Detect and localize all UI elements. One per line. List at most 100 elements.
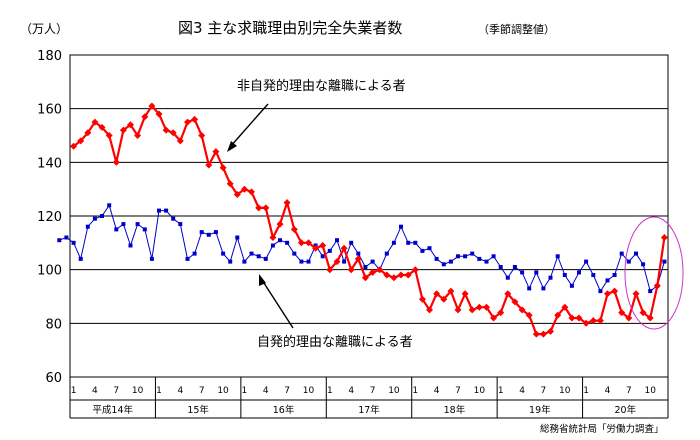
y-tick-label: 180 <box>37 49 62 64</box>
annotation-involuntary-arrow <box>229 103 269 148</box>
x-tick-label: 1 <box>242 386 248 396</box>
data-point-voluntary <box>484 259 489 264</box>
data-point-voluntary <box>477 256 482 261</box>
data-point-voluntary <box>527 286 532 291</box>
data-point-involuntary <box>376 266 384 274</box>
y-tick-label: 160 <box>37 103 62 118</box>
x-tick-label: 1 <box>412 386 418 396</box>
x-tick-label: 7 <box>370 386 376 396</box>
data-point-involuntary <box>554 311 562 319</box>
highlight-circle <box>624 216 684 330</box>
data-point-voluntary <box>448 259 453 264</box>
data-point-voluntary <box>441 262 446 267</box>
data-point-involuntary <box>611 287 619 295</box>
data-point-voluntary <box>662 259 667 264</box>
source-note: 総務省統計局「労働力調査」 <box>540 423 664 435</box>
data-point-voluntary <box>327 248 332 253</box>
data-point-involuntary <box>397 271 405 279</box>
data-point-voluntary <box>427 246 432 251</box>
chart-subtitle: （季節調整値） <box>478 22 555 36</box>
data-point-involuntary <box>70 142 78 150</box>
x-tick-label: 7 <box>113 386 119 396</box>
data-point-voluntary <box>470 251 475 256</box>
data-point-involuntary <box>532 330 540 338</box>
year-label: 18年 <box>444 404 466 416</box>
y-tick-label: 100 <box>37 264 62 279</box>
data-point-involuntary <box>312 244 320 252</box>
x-tick-label: 10 <box>559 386 571 396</box>
data-point-voluntary <box>591 273 596 277</box>
data-point-involuntary <box>290 225 298 233</box>
x-axis: 1 4 7 10 1 4 7 10 1 4 7 10 1 4 7 10 1 4 7 10 1 4 7 10 1 4 7 10 平成14年… <box>69 377 669 419</box>
data-point-involuntary <box>383 271 391 279</box>
annotation-voluntary-text: 自発的理由な離職による者 <box>257 334 413 350</box>
year-label: 20年 <box>614 404 636 416</box>
y-tick-label: 60 <box>45 371 62 386</box>
y-axis-ticks: 60 80 100 120 140 160 180 <box>37 49 62 386</box>
data-point-voluntary <box>498 265 503 269</box>
data-point-voluntary <box>370 259 375 264</box>
data-point-voluntary <box>562 273 567 277</box>
x-tick-label: 1 <box>498 386 504 396</box>
annotation-involuntary-arrowhead <box>227 141 237 152</box>
data-point-voluntary <box>391 240 396 245</box>
data-point-involuntary <box>354 255 362 263</box>
data-point-involuntary <box>404 271 412 279</box>
data-point-involuntary <box>347 266 355 274</box>
x-tick-label: 10 <box>303 386 315 396</box>
data-point-voluntary <box>456 254 460 259</box>
data-point-voluntary <box>278 238 282 243</box>
annotation-involuntary: 非自発的理由な離職による者 <box>227 78 406 152</box>
data-point-voluntary <box>641 262 646 267</box>
data-point-involuntary <box>262 204 270 212</box>
data-point-involuntary <box>297 239 305 247</box>
data-point-involuntary <box>141 113 149 121</box>
data-point-involuntary <box>561 303 569 311</box>
data-point-involuntary <box>582 319 590 327</box>
data-point-voluntary <box>164 208 169 213</box>
data-point-involuntary <box>148 102 156 110</box>
data-point-involuntary <box>105 132 113 139</box>
data-point-voluntary <box>199 230 204 235</box>
data-point-involuntary <box>504 290 512 298</box>
annotation-voluntary: 自発的理由な離職による者 <box>257 274 413 350</box>
y-tick-label: 120 <box>37 210 62 225</box>
data-point-voluntary <box>555 254 560 259</box>
data-point-voluntary <box>363 265 368 269</box>
data-point-involuntary <box>568 314 576 322</box>
year-label: 19年 <box>529 404 551 416</box>
data-point-involuntary <box>433 290 441 298</box>
annotation-voluntary-arrow <box>261 279 294 329</box>
data-point-involuntary <box>255 204 263 212</box>
data-point-involuntary <box>468 306 476 314</box>
series-line-voluntary <box>59 204 665 293</box>
data-point-involuntary <box>98 123 106 131</box>
year-label: 平成14年 <box>92 404 133 416</box>
x-tick-label: 4 <box>348 386 354 396</box>
x-tick-label: 4 <box>177 386 183 396</box>
x-tick-label: 4 <box>434 386 440 396</box>
data-point-voluntary <box>157 208 161 213</box>
x-tick-label: 4 <box>263 386 269 396</box>
data-point-involuntary <box>155 110 163 118</box>
data-point-involuntary <box>454 306 462 314</box>
data-point-voluntary <box>413 240 418 245</box>
data-point-involuntary <box>240 185 248 193</box>
data-point-voluntary <box>71 240 76 245</box>
data-point-involuntary <box>390 274 398 282</box>
data-point-involuntary <box>305 239 312 247</box>
data-point-voluntary <box>463 254 468 259</box>
data-point-involuntary <box>575 314 583 322</box>
series-voluntary <box>57 203 667 294</box>
data-point-involuntary <box>176 137 184 145</box>
data-point-voluntary <box>342 259 347 264</box>
x-tick-label: 1 <box>71 386 77 396</box>
data-point-involuntary <box>248 188 255 196</box>
data-point-involuntary <box>162 126 170 134</box>
x-tick-label: 10 <box>217 386 229 396</box>
data-point-involuntary <box>483 303 490 311</box>
data-point-involuntary <box>411 266 419 274</box>
data-point-voluntary <box>306 259 311 264</box>
x-tick-label: 7 <box>455 386 461 396</box>
data-point-involuntary <box>233 191 241 198</box>
